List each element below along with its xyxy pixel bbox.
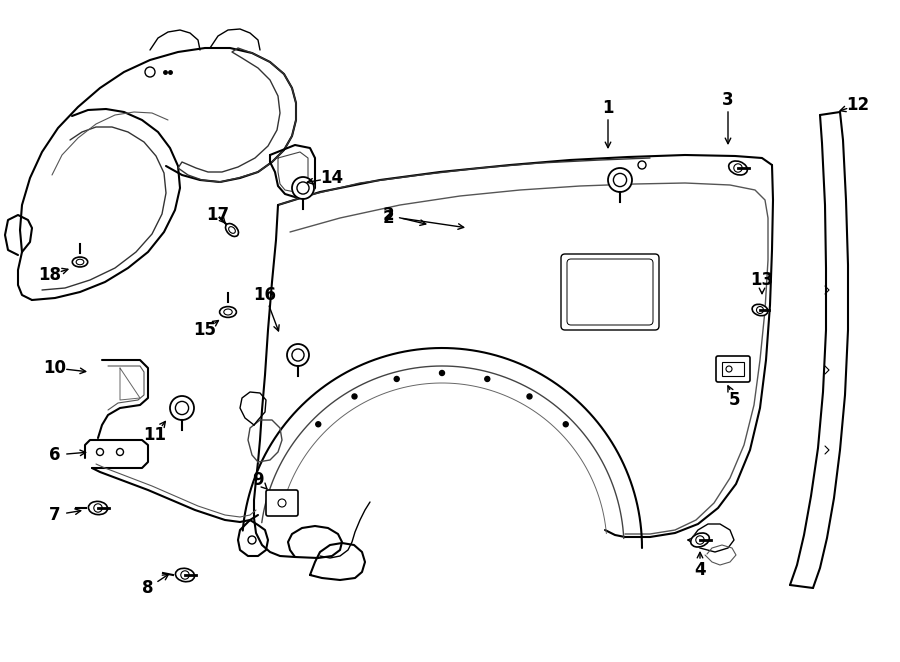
Ellipse shape [72, 257, 87, 267]
Circle shape [316, 422, 320, 427]
Circle shape [145, 67, 155, 77]
Bar [722, 362, 744, 376]
Ellipse shape [226, 224, 239, 236]
Text: 13: 13 [751, 271, 774, 289]
Ellipse shape [224, 309, 232, 315]
Circle shape [116, 448, 123, 455]
Circle shape [96, 448, 104, 455]
Text: 16: 16 [254, 286, 276, 304]
Circle shape [352, 394, 357, 399]
FancyBboxPatch shape [561, 254, 659, 330]
Text: 18: 18 [39, 266, 61, 284]
Text: 15: 15 [194, 321, 217, 339]
Circle shape [292, 177, 314, 199]
Circle shape [608, 168, 632, 192]
Circle shape [292, 349, 304, 361]
Circle shape [696, 536, 704, 544]
Circle shape [485, 377, 490, 381]
Circle shape [170, 396, 194, 420]
FancyBboxPatch shape [567, 259, 653, 325]
Text: 11: 11 [143, 426, 166, 444]
Ellipse shape [76, 260, 84, 265]
Circle shape [248, 536, 256, 544]
Ellipse shape [752, 305, 768, 316]
Text: 9: 9 [252, 471, 264, 489]
Circle shape [734, 164, 742, 172]
Circle shape [181, 571, 189, 579]
Circle shape [278, 499, 286, 507]
Ellipse shape [690, 533, 709, 547]
Text: 3: 3 [722, 91, 734, 109]
Circle shape [94, 504, 103, 512]
Circle shape [297, 182, 309, 194]
Text: 17: 17 [206, 206, 230, 224]
Circle shape [439, 371, 445, 375]
Ellipse shape [220, 307, 237, 317]
Circle shape [287, 344, 309, 366]
Ellipse shape [229, 226, 235, 233]
Text: 6: 6 [50, 446, 61, 464]
Circle shape [176, 401, 189, 414]
Text: 12: 12 [846, 96, 869, 114]
Circle shape [563, 422, 568, 427]
Text: 2: 2 [382, 209, 394, 227]
Circle shape [638, 161, 646, 169]
Ellipse shape [88, 501, 108, 514]
Text: 7: 7 [50, 506, 61, 524]
FancyBboxPatch shape [266, 490, 298, 516]
Text: 14: 14 [320, 169, 344, 187]
Circle shape [394, 377, 400, 381]
FancyBboxPatch shape [716, 356, 750, 382]
Circle shape [757, 307, 763, 314]
Text: 2: 2 [382, 206, 394, 224]
Ellipse shape [729, 161, 747, 175]
Text: 4: 4 [694, 561, 706, 579]
Text: 8: 8 [142, 579, 154, 597]
Text: 5: 5 [729, 391, 741, 409]
Circle shape [614, 173, 626, 187]
Text: 1: 1 [602, 99, 614, 117]
Text: 10: 10 [43, 359, 67, 377]
Circle shape [527, 394, 532, 399]
Ellipse shape [176, 568, 194, 582]
